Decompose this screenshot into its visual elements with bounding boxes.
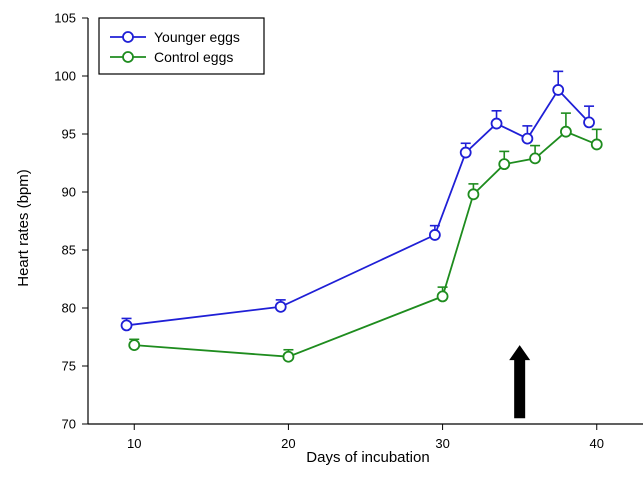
data-point [529,152,541,165]
x-axis: 10 20 30 40 [127,424,604,451]
x-tick-label: 30 [435,436,449,451]
x-axis-title: Days of incubation [306,449,429,466]
y-tick-label: 80 [62,301,76,316]
x-tick-label: 40 [590,436,604,451]
plot-frame [87,18,643,425]
series-control-eggs [128,112,603,363]
legend-swatch-marker [122,51,134,63]
data-point [490,117,503,130]
data-point [428,229,441,241]
y-axis-title: Heart rates (bpm) [15,169,32,287]
series-younger-eggs [120,70,595,332]
data-point [552,84,565,96]
legend-label: Control eggs [154,49,233,65]
x-tick-label: 20 [281,436,295,451]
legend-swatch-marker [122,31,134,43]
series-layer [120,70,603,363]
y-tick-label: 90 [62,185,76,200]
legend-label: Younger eggs [154,29,240,45]
legend-item: Control eggs [110,49,233,65]
series-line [126,88,590,327]
y-tick-label: 100 [54,69,76,84]
data-point [521,132,534,145]
up-arrow-icon [509,345,531,419]
x-tick-label: 10 [127,436,141,451]
data-point [282,350,295,363]
legend: Younger eggs Control eggs [98,17,265,75]
data-point [274,300,287,313]
series-line [134,130,598,358]
data-point [467,188,480,201]
legend-box [98,17,265,75]
y-tick-label: 85 [62,243,76,258]
y-tick-label: 70 [62,417,76,432]
y-tick-label: 105 [54,11,76,26]
data-point [128,339,141,352]
data-point [590,138,603,151]
arrow-annotation [509,345,531,419]
data-point [120,319,133,332]
data-point [560,125,572,138]
y-tick-label: 75 [62,359,76,374]
y-axis: 70 75 80 85 90 95 100 105 [54,11,88,432]
data-point [583,116,595,129]
legend-item: Younger eggs [110,29,240,45]
data-point [459,146,472,159]
data-point [436,290,449,303]
data-point [498,158,511,171]
y-tick-label: 95 [62,127,76,142]
